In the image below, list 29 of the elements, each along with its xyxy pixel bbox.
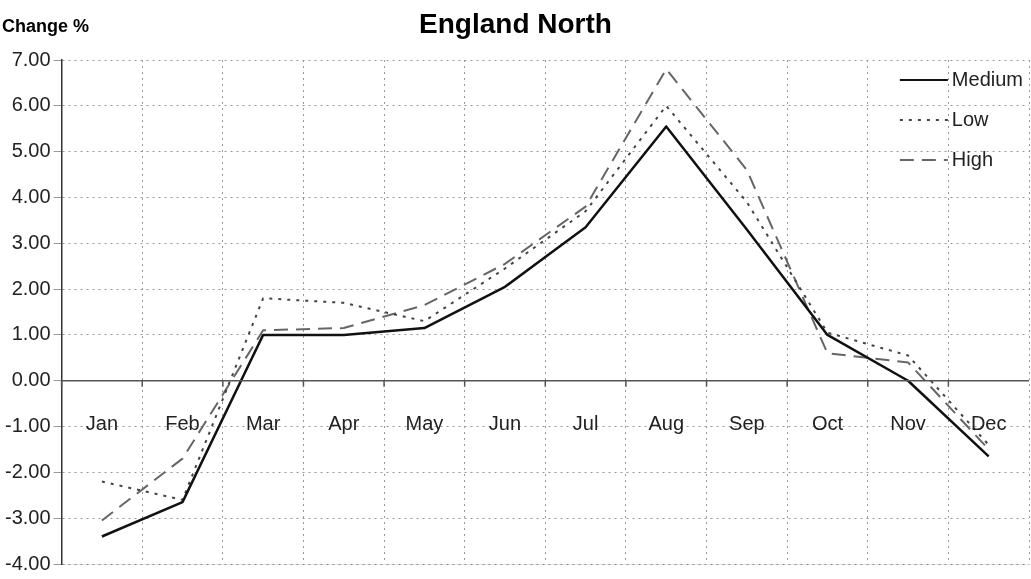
- x-tick-label: Oct: [811, 412, 844, 435]
- y-tick-label: 7.00: [11, 47, 51, 70]
- legend-label: Low: [951, 107, 990, 130]
- y-tick-label: -1.00: [4, 414, 51, 437]
- x-tick-label: Mar: [245, 412, 281, 435]
- x-tick-label: Aug: [648, 412, 685, 435]
- y-tick-label: -2.00: [4, 459, 51, 482]
- legend-label: High: [951, 147, 994, 170]
- y-tick-label: 5.00: [11, 139, 51, 162]
- chart-title: England North: [419, 8, 612, 39]
- y-tick-label: 1.00: [11, 322, 51, 345]
- y-tick-label: 2.00: [11, 276, 51, 299]
- x-tick-label: Jun: [488, 412, 522, 435]
- x-tick-label: Feb: [165, 412, 200, 435]
- y-tick-label: 4.00: [11, 184, 51, 207]
- x-tick-label: Sep: [729, 412, 765, 435]
- x-tick-label: Dec: [970, 412, 1007, 435]
- x-tick-label: Jul: [572, 412, 599, 435]
- x-tick-label: Nov: [890, 412, 926, 435]
- x-tick-label: Apr: [328, 412, 360, 435]
- y-tick-label: 3.00: [11, 230, 51, 253]
- y-tick-label: 0.00: [11, 368, 51, 391]
- y-axis-title: Change %: [2, 16, 90, 37]
- legend-label: Medium: [951, 67, 1024, 90]
- x-tick-label: May: [405, 412, 444, 435]
- x-tick-label: Jan: [85, 412, 119, 435]
- y-tick-label: -4.00: [4, 551, 51, 574]
- y-tick-label: 6.00: [11, 93, 51, 116]
- y-tick-label: -3.00: [4, 505, 51, 528]
